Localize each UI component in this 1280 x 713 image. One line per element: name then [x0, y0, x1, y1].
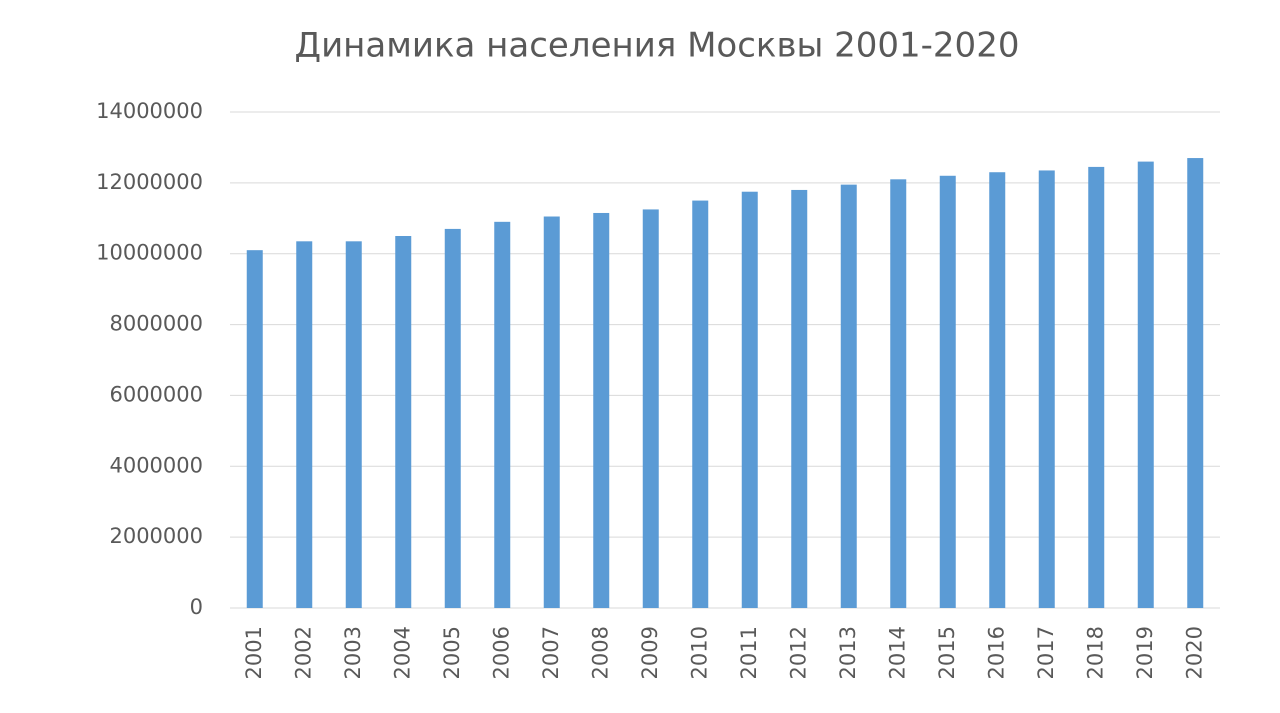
- x-tick-label: 2004: [390, 626, 414, 679]
- x-tick-label: 2007: [539, 626, 563, 679]
- y-tick-label: 2000000: [109, 524, 203, 548]
- bar: [989, 172, 1006, 608]
- y-tick-label: 14000000: [96, 99, 203, 123]
- bar: [494, 221, 511, 609]
- bar: [939, 175, 956, 608]
- x-tick-label: 2001: [242, 626, 266, 679]
- bar: [345, 241, 362, 609]
- x-tick-label: 2013: [836, 626, 860, 679]
- y-tick-label: 8000000: [109, 312, 203, 336]
- x-tick-label: 2006: [489, 626, 513, 679]
- bar: [246, 250, 263, 608]
- bar: [593, 212, 610, 608]
- bar: [1088, 166, 1105, 608]
- x-tick-label: 2016: [984, 626, 1008, 679]
- x-tick-label: 2020: [1182, 626, 1206, 679]
- bar: [296, 241, 313, 609]
- x-tick-label: 2019: [1133, 626, 1157, 679]
- bar: [890, 179, 907, 609]
- bar: [395, 236, 412, 608]
- bar: [840, 184, 857, 608]
- y-tick-label: 4000000: [109, 453, 203, 477]
- x-tick-label: 2005: [440, 626, 464, 679]
- bar: [543, 216, 560, 608]
- bar: [1187, 158, 1204, 609]
- x-tick-label: 2010: [687, 626, 711, 679]
- bar: [741, 191, 758, 608]
- x-tick-label: 2008: [588, 626, 612, 679]
- x-tick-label: 2011: [737, 626, 761, 679]
- bar: [642, 209, 659, 608]
- x-tick-label: 2003: [341, 626, 365, 679]
- bar: [1038, 170, 1055, 608]
- x-tick-label: 2012: [786, 626, 810, 679]
- x-tick-label: 2015: [935, 626, 959, 679]
- x-tick-label: 2017: [1034, 626, 1058, 679]
- y-tick-label: 10000000: [96, 241, 203, 265]
- chart-title: Динамика населения Москвы 2001-2020: [295, 26, 1020, 66]
- x-tick-label: 2009: [638, 626, 662, 679]
- bar: [791, 189, 808, 608]
- y-tick-label: 6000000: [109, 382, 203, 406]
- bar: [1137, 161, 1154, 608]
- y-tick-label: 12000000: [96, 170, 203, 194]
- x-tick-label: 2002: [291, 626, 315, 679]
- bar: [444, 228, 461, 608]
- x-tick-label: 2018: [1083, 626, 1107, 679]
- y-tick-label: 0: [190, 595, 203, 619]
- bar: [692, 200, 709, 609]
- x-tick-label: 2014: [885, 626, 909, 679]
